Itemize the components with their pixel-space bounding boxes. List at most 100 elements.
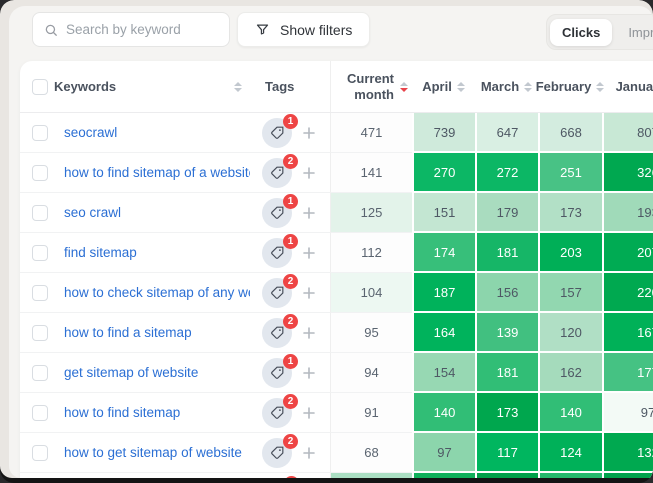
column-header-current-month[interactable]: Current month — [330, 61, 412, 112]
tags-cell: 1 — [250, 233, 330, 273]
table-body: seocrawl 1 471 739 — [20, 113, 653, 473]
show-filters-button[interactable]: Show filters — [237, 12, 371, 47]
tag-button[interactable]: 2 — [262, 313, 298, 348]
month-cell-january: 220 — [602, 273, 653, 313]
keyword-link[interactable]: get sitemap of website — [64, 365, 199, 380]
current-month-cell: 125 — [330, 193, 412, 233]
checkbox-cell — [20, 473, 54, 478]
row-checkbox[interactable] — [32, 364, 48, 381]
month-cell-february: 162 — [538, 353, 602, 393]
checkbox-cell — [20, 153, 54, 193]
toggle-option-clicks[interactable]: Clicks — [550, 18, 613, 46]
keywords-table: Keywords Tags Current month April — [20, 61, 653, 478]
tags-cell — [250, 473, 330, 478]
month-cell-april: 270 — [412, 153, 475, 193]
tag-button[interactable]: 1 — [262, 353, 298, 388]
tag-icon — [271, 406, 284, 419]
filter-funnel-icon — [256, 24, 269, 35]
month-cell-march: 156 — [475, 273, 538, 313]
row-checkbox[interactable] — [32, 244, 48, 261]
checkbox-cell — [20, 273, 54, 313]
tag-button[interactable]: 2 — [262, 153, 298, 188]
january-header-label: January — [615, 79, 653, 94]
row-checkbox[interactable] — [32, 324, 48, 341]
plus-icon — [303, 326, 315, 339]
tag-button[interactable]: 2 — [262, 393, 298, 428]
tag-button[interactable]: 1 — [262, 193, 298, 228]
month-cell-february: 120 — [538, 313, 602, 353]
toggle-option-impressions[interactable]: Impressions — [628, 24, 653, 40]
column-header-february[interactable]: February — [535, 61, 605, 112]
add-tag-button[interactable] — [302, 206, 316, 220]
current-month-cell — [330, 473, 412, 478]
month-cell-march: 272 — [475, 153, 538, 193]
column-header-march[interactable]: March — [475, 61, 538, 112]
keyword-link[interactable]: how to check sitemap of any website — [64, 285, 250, 300]
tags-cell: 1 — [250, 353, 330, 393]
keyword-link[interactable]: how to find sitemap of a website — [64, 165, 250, 180]
column-header-april[interactable]: April — [412, 61, 475, 112]
add-tag-button[interactable] — [302, 326, 316, 340]
checkbox-cell — [20, 393, 54, 433]
month-cell-april: 187 — [412, 273, 475, 313]
tags-cell: 2 — [250, 153, 330, 193]
keyword-cell: how to find sitemap of a website — [54, 153, 250, 193]
tag-count-badge: 1 — [283, 233, 298, 249]
add-tag-button[interactable] — [302, 166, 316, 180]
plus-icon — [303, 206, 315, 219]
tag-button[interactable]: 1 — [262, 233, 298, 268]
add-tag-button[interactable] — [302, 406, 316, 420]
partial-table-row — [20, 473, 653, 478]
row-checkbox[interactable] — [32, 164, 48, 181]
tag-button[interactable]: 2 — [262, 433, 298, 468]
row-checkbox[interactable] — [32, 284, 48, 301]
tag-count-badge: 1 — [283, 113, 298, 129]
plus-icon — [303, 126, 315, 139]
current-month-cell: 141 — [330, 153, 412, 193]
tag-button[interactable]: 2 — [262, 273, 298, 308]
keywords-header-label: Keywords — [54, 79, 117, 94]
february-header-label: February — [535, 79, 592, 94]
keyword-link[interactable]: find sitemap — [64, 245, 137, 260]
sort-icon — [234, 81, 242, 92]
tag-icon — [271, 366, 284, 379]
current-month-cell: 94 — [330, 353, 412, 393]
add-tag-button[interactable] — [302, 246, 316, 260]
keyword-link[interactable]: how to find sitemap — [64, 405, 181, 420]
select-all-checkbox[interactable] — [32, 78, 48, 95]
keyword-link[interactable]: how to get sitemap of website — [64, 445, 242, 460]
add-tag-button[interactable] — [302, 446, 316, 460]
sort-icon — [524, 81, 533, 92]
tag-button[interactable]: 1 — [262, 113, 298, 148]
tag-count-badge: 2 — [283, 153, 298, 169]
search-box[interactable] — [32, 12, 230, 47]
add-tag-button[interactable] — [302, 366, 316, 380]
month-cell-january: 326 — [602, 153, 653, 193]
month-cell-january: 177 — [602, 353, 653, 393]
keyword-link[interactable]: seocrawl — [64, 125, 118, 140]
add-tag-button[interactable] — [302, 126, 316, 140]
keyword-cell — [54, 473, 250, 478]
month-cell-march: 179 — [475, 193, 538, 233]
keyword-cell: how to check sitemap of any website — [54, 273, 250, 313]
row-checkbox[interactable] — [32, 404, 48, 421]
month-cell-march — [475, 473, 538, 478]
row-checkbox[interactable] — [32, 444, 48, 461]
row-checkbox[interactable] — [32, 124, 48, 141]
keyword-link[interactable]: how to find a sitemap — [64, 325, 192, 340]
column-header-keywords[interactable]: Keywords — [54, 61, 250, 112]
table-row: how to check sitemap of any website 2 1 — [20, 273, 653, 313]
month-cell-april: 164 — [412, 313, 475, 353]
column-header-january[interactable]: January — [602, 61, 653, 112]
month-cell-february: 157 — [538, 273, 602, 313]
tag-icon — [271, 166, 284, 179]
checkbox-cell — [20, 113, 54, 153]
table-row: how to find sitemap of a website 2 141 — [20, 153, 653, 193]
add-tag-button[interactable] — [302, 286, 316, 300]
month-cell-april: 151 — [412, 193, 475, 233]
search-input[interactable] — [66, 22, 218, 37]
row-checkbox[interactable] — [32, 204, 48, 221]
keyword-link[interactable]: seo crawl — [64, 205, 122, 220]
month-cell-february — [538, 473, 602, 478]
month-cell-february: 251 — [538, 153, 602, 193]
